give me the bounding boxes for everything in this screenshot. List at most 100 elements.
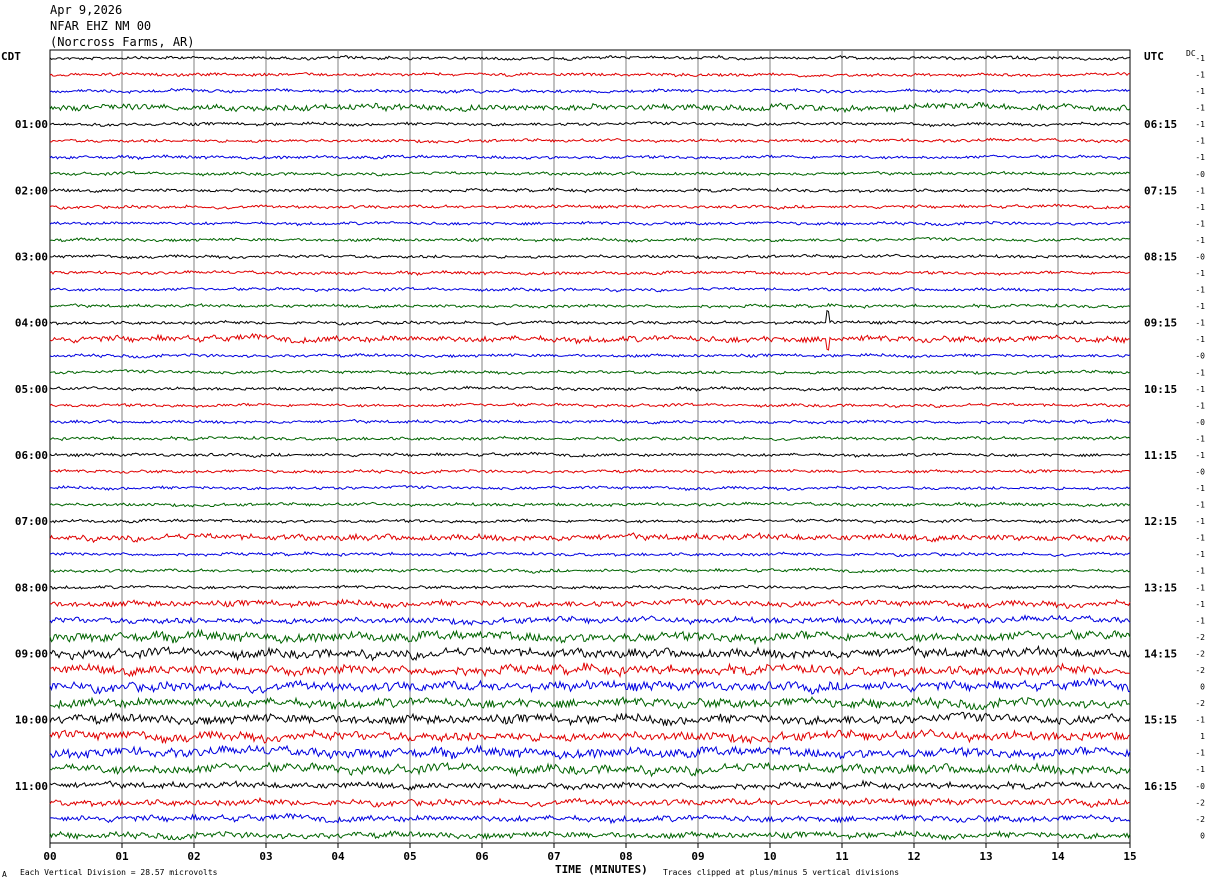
trace-line	[49, 121, 1131, 128]
dc-offset-label: -1	[1195, 600, 1205, 609]
dc-offset-label: -1	[1195, 137, 1205, 146]
cdt-hour-label: 04:00	[15, 317, 48, 330]
trace-line	[49, 531, 1131, 544]
cdt-hour-label: 10:00	[15, 714, 48, 727]
dc-offset-label: -1	[1195, 286, 1205, 295]
dc-offset-label: -2	[1195, 633, 1205, 642]
trace-line	[49, 567, 1131, 574]
trace-line	[49, 154, 1131, 161]
hour-labels: 01:00 02:00 03:00 04:00 05:00 06:00 07:00 08:00…	[15, 118, 1177, 793]
trace-line	[49, 584, 1131, 591]
cdt-hour-label: 05:00	[15, 383, 48, 396]
utc-hour-label: 16:15	[1144, 780, 1177, 793]
trace-line	[49, 332, 1131, 351]
trace-line	[49, 269, 1131, 276]
trace-line	[49, 170, 1131, 177]
trace-line	[49, 614, 1131, 627]
x-tick-label: 11	[835, 850, 849, 863]
x-tick-label: 15	[1123, 850, 1136, 863]
trace-line	[50, 137, 1131, 144]
trace-line	[49, 518, 1131, 525]
dc-offset-label: 0	[1200, 683, 1205, 692]
dc-offset-label: -2	[1195, 666, 1205, 675]
trace-line	[49, 829, 1131, 841]
dc-offset-label: -1	[1195, 567, 1205, 576]
station-location: (Norcross Farms, AR)	[50, 35, 195, 49]
x-tick-label: 13	[979, 850, 992, 863]
cdt-hour-label: 09:00	[15, 647, 48, 660]
trace-line	[49, 761, 1131, 778]
trace-line	[49, 203, 1131, 210]
dc-offset-label: -2	[1195, 699, 1205, 708]
x-tick-label: 12	[907, 850, 920, 863]
trace-line	[49, 797, 1131, 808]
dc-offset-label: 0	[1200, 831, 1205, 840]
record-date: Apr 9,2026	[50, 3, 122, 17]
trace-line	[49, 385, 1130, 392]
trace-line	[49, 352, 1131, 359]
dc-offset-labels: -1 -1 -1 -1 -1 -1 -1 -0 -1 -1 -1 -1 -0 -1 -1 -1 -1 -1 -0 -1…	[1195, 54, 1205, 840]
dc-offset-label: -0	[1195, 782, 1205, 791]
dc-offset-label: -0	[1195, 418, 1205, 427]
x-tick-label: 07	[547, 850, 560, 863]
dc-offset-label: -1	[1195, 583, 1205, 592]
trace-line	[49, 54, 1131, 61]
dc-offset-label: -1	[1195, 302, 1205, 311]
dc-offset-label: 1	[1200, 732, 1205, 741]
dc-offset-label: -1	[1195, 501, 1205, 510]
dc-offset-label: -2	[1195, 649, 1205, 658]
trace-line	[49, 71, 1131, 78]
dc-offset-label: -1	[1195, 765, 1205, 774]
utc-hour-label: 14:15	[1144, 647, 1177, 660]
dc-offset-label: -1	[1195, 517, 1205, 526]
x-tick-label: 02	[187, 850, 200, 863]
utc-hour-label: 07:15	[1144, 184, 1177, 197]
dc-offset-label: -2	[1195, 815, 1205, 824]
left-axis-title: CDT	[1, 50, 21, 63]
x-tick-label: 05	[403, 850, 416, 863]
dc-offset-label: -1	[1195, 186, 1205, 195]
trace-line	[49, 628, 1131, 646]
cdt-hour-label: 08:00	[15, 581, 48, 594]
dc-offset-label: -1	[1195, 401, 1205, 410]
dc-offset-label: -0	[1195, 252, 1205, 261]
trace-line	[49, 728, 1131, 745]
trace-line	[49, 744, 1131, 761]
dc-offset-label: -0	[1195, 352, 1205, 361]
x-axis-title: TIME (MINUTES)	[555, 863, 648, 876]
trace-line	[49, 435, 1131, 442]
vertical-division-note: Each Vertical Division = 28.57 microvolt…	[20, 868, 218, 877]
dc-offset-label: -1	[1195, 368, 1205, 377]
traces	[49, 54, 1131, 841]
utc-hour-label: 11:15	[1144, 449, 1177, 462]
x-tick-label: 00	[43, 850, 56, 863]
dc-offset-label: -1	[1195, 319, 1205, 328]
dc-offset-label: -1	[1195, 434, 1205, 443]
utc-hour-label: 09:15	[1144, 317, 1177, 330]
trace-line	[49, 696, 1131, 711]
dc-offset-label: -1	[1195, 716, 1205, 725]
trace-line	[49, 236, 1131, 243]
trace-line	[49, 87, 1131, 94]
dc-offset-label: -1	[1195, 550, 1205, 559]
dc-offset-label: -1	[1195, 616, 1205, 625]
dc-offset-label: -1	[1195, 534, 1205, 543]
minute-grid	[121, 50, 1059, 843]
dc-offset-label: -1	[1195, 120, 1205, 129]
dc-offset-label: -0	[1195, 468, 1205, 477]
x-tick-label: 06	[475, 850, 489, 863]
dc-offset-label: -1	[1195, 71, 1205, 80]
trace-line	[49, 451, 1131, 458]
dc-offset-label: -1	[1195, 749, 1205, 758]
x-tick-label: 01	[115, 850, 129, 863]
trace-line	[49, 186, 1131, 194]
x-tick-label: 10	[763, 850, 776, 863]
trace-line	[49, 598, 1131, 610]
station-code: NFAR EHZ NM 00	[50, 19, 151, 33]
x-tick-label: 08	[619, 850, 632, 863]
dc-offset-label: -1	[1195, 335, 1205, 344]
clip-note: Traces clipped at plus/minus 5 vertical …	[663, 868, 899, 877]
dc-offset-label: -1	[1195, 451, 1205, 460]
dc-offset-label: -1	[1195, 104, 1205, 113]
